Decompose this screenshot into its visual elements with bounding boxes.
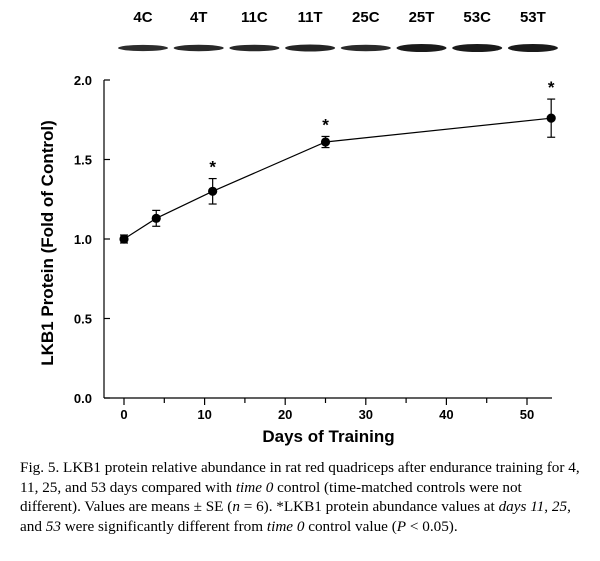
axes: 0.0 0.5 1.0 1.5 2.0 0 10 20 30 40 50: [74, 73, 552, 422]
y-tick-label: 2.0: [74, 73, 92, 88]
data-series: * * *: [119, 78, 556, 244]
data-point: [151, 213, 161, 223]
blot-band: [452, 44, 503, 52]
blot-lane-label: 53T: [520, 9, 546, 26]
blot-band: [173, 44, 224, 52]
data-point: [119, 234, 129, 244]
significance-marker: *: [548, 78, 555, 97]
blot-band: [507, 44, 558, 52]
y-tick-label: 0.5: [74, 312, 92, 327]
data-point: [208, 186, 218, 196]
data-point: [320, 137, 331, 147]
data-point: [546, 113, 556, 123]
blot-lane-label: 4C: [133, 9, 152, 26]
x-tick-label: 10: [197, 407, 211, 422]
blot-lane-label: 25C: [352, 9, 380, 26]
x-tick-label: 20: [278, 407, 292, 422]
blot-lane-label: 11C: [241, 9, 268, 26]
line-chart: 0.0 0.5 1.0 1.5 2.0 0 10 20 30 40 50 * * * Days of T…: [38, 73, 556, 446]
x-tick-label: 30: [359, 407, 373, 422]
western-blot: 4C 4T 11C 11T 25C 25T 53C 53T: [118, 9, 558, 52]
x-tick-label: 40: [439, 407, 453, 422]
blot-band: [340, 44, 391, 52]
significance-marker: *: [209, 158, 216, 177]
blot-band: [396, 44, 447, 52]
x-axis-title: Days of Training: [262, 427, 394, 446]
blot-lane-label: 4T: [190, 9, 208, 26]
y-tick-label: 1.5: [74, 153, 92, 168]
x-tick-label: 0: [120, 407, 127, 422]
y-tick-label: 0.0: [74, 391, 92, 406]
y-tick-label: 1.0: [74, 232, 92, 247]
blot-band: [229, 44, 280, 52]
series-line: [123, 117, 552, 240]
blot-band: [118, 44, 168, 52]
figure-caption: Fig. 5. LKB1 protein relative abundance …: [20, 459, 580, 535]
blot-lane-label: 53C: [463, 9, 491, 26]
blot-lane-label: 11T: [298, 9, 323, 26]
blot-band: [285, 44, 336, 52]
x-tick-label: 50: [520, 407, 534, 422]
significance-marker: *: [322, 115, 329, 134]
y-axis-title: LKB1 Protein (Fold of Control): [38, 120, 57, 366]
blot-lane-label: 25T: [409, 9, 435, 26]
